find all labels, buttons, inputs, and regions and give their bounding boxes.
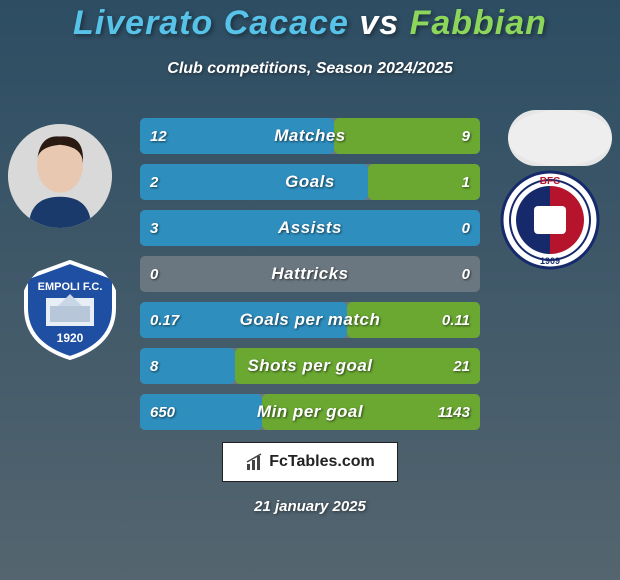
player1-name: Liverato Cacace bbox=[73, 4, 349, 42]
club-badge-right: BFC 1909 bbox=[500, 170, 600, 270]
stat-label: Goals bbox=[140, 164, 480, 200]
stat-label: Matches bbox=[140, 118, 480, 154]
page-title: Liverato Cacace vs Fabbian bbox=[0, 4, 620, 43]
stat-label: Assists bbox=[140, 210, 480, 246]
club-badge-left: EMPOLI F.C. 1920 bbox=[20, 260, 120, 360]
date-line: 21 january 2025 bbox=[0, 498, 620, 515]
stat-row: 0.170.11Goals per match bbox=[140, 302, 480, 338]
stat-row: 21Goals bbox=[140, 164, 480, 200]
stat-row: 6501143Min per goal bbox=[140, 394, 480, 430]
brand-text: FcTables.com bbox=[269, 453, 375, 471]
stat-label: Goals per match bbox=[140, 302, 480, 338]
stat-row: 00Hattricks bbox=[140, 256, 480, 292]
svg-text:BFC: BFC bbox=[540, 176, 561, 187]
brand-icon bbox=[245, 452, 265, 472]
player1-avatar bbox=[8, 124, 112, 228]
player2-avatar bbox=[508, 110, 612, 166]
svg-text:1920: 1920 bbox=[57, 331, 84, 345]
stat-row: 821Shots per goal bbox=[140, 348, 480, 384]
title-vs: vs bbox=[359, 4, 399, 42]
stat-row: 30Assists bbox=[140, 210, 480, 246]
comparison-infographic: Liverato Cacace vs Fabbian Club competit… bbox=[0, 0, 620, 580]
stat-label: Hattricks bbox=[140, 256, 480, 292]
subtitle: Club competitions, Season 2024/2025 bbox=[0, 60, 620, 78]
player2-name: Fabbian bbox=[410, 4, 547, 42]
stat-row: 129Matches bbox=[140, 118, 480, 154]
brand-box: FcTables.com bbox=[222, 442, 398, 482]
stat-label: Shots per goal bbox=[140, 348, 480, 384]
stat-label: Min per goal bbox=[140, 394, 480, 430]
stats-table: 129Matches 21Goals 30Assists 00Hattricks 0.1… bbox=[140, 118, 480, 440]
svg-text:1909: 1909 bbox=[540, 256, 560, 266]
svg-text:EMPOLI F.C.: EMPOLI F.C. bbox=[38, 281, 103, 293]
